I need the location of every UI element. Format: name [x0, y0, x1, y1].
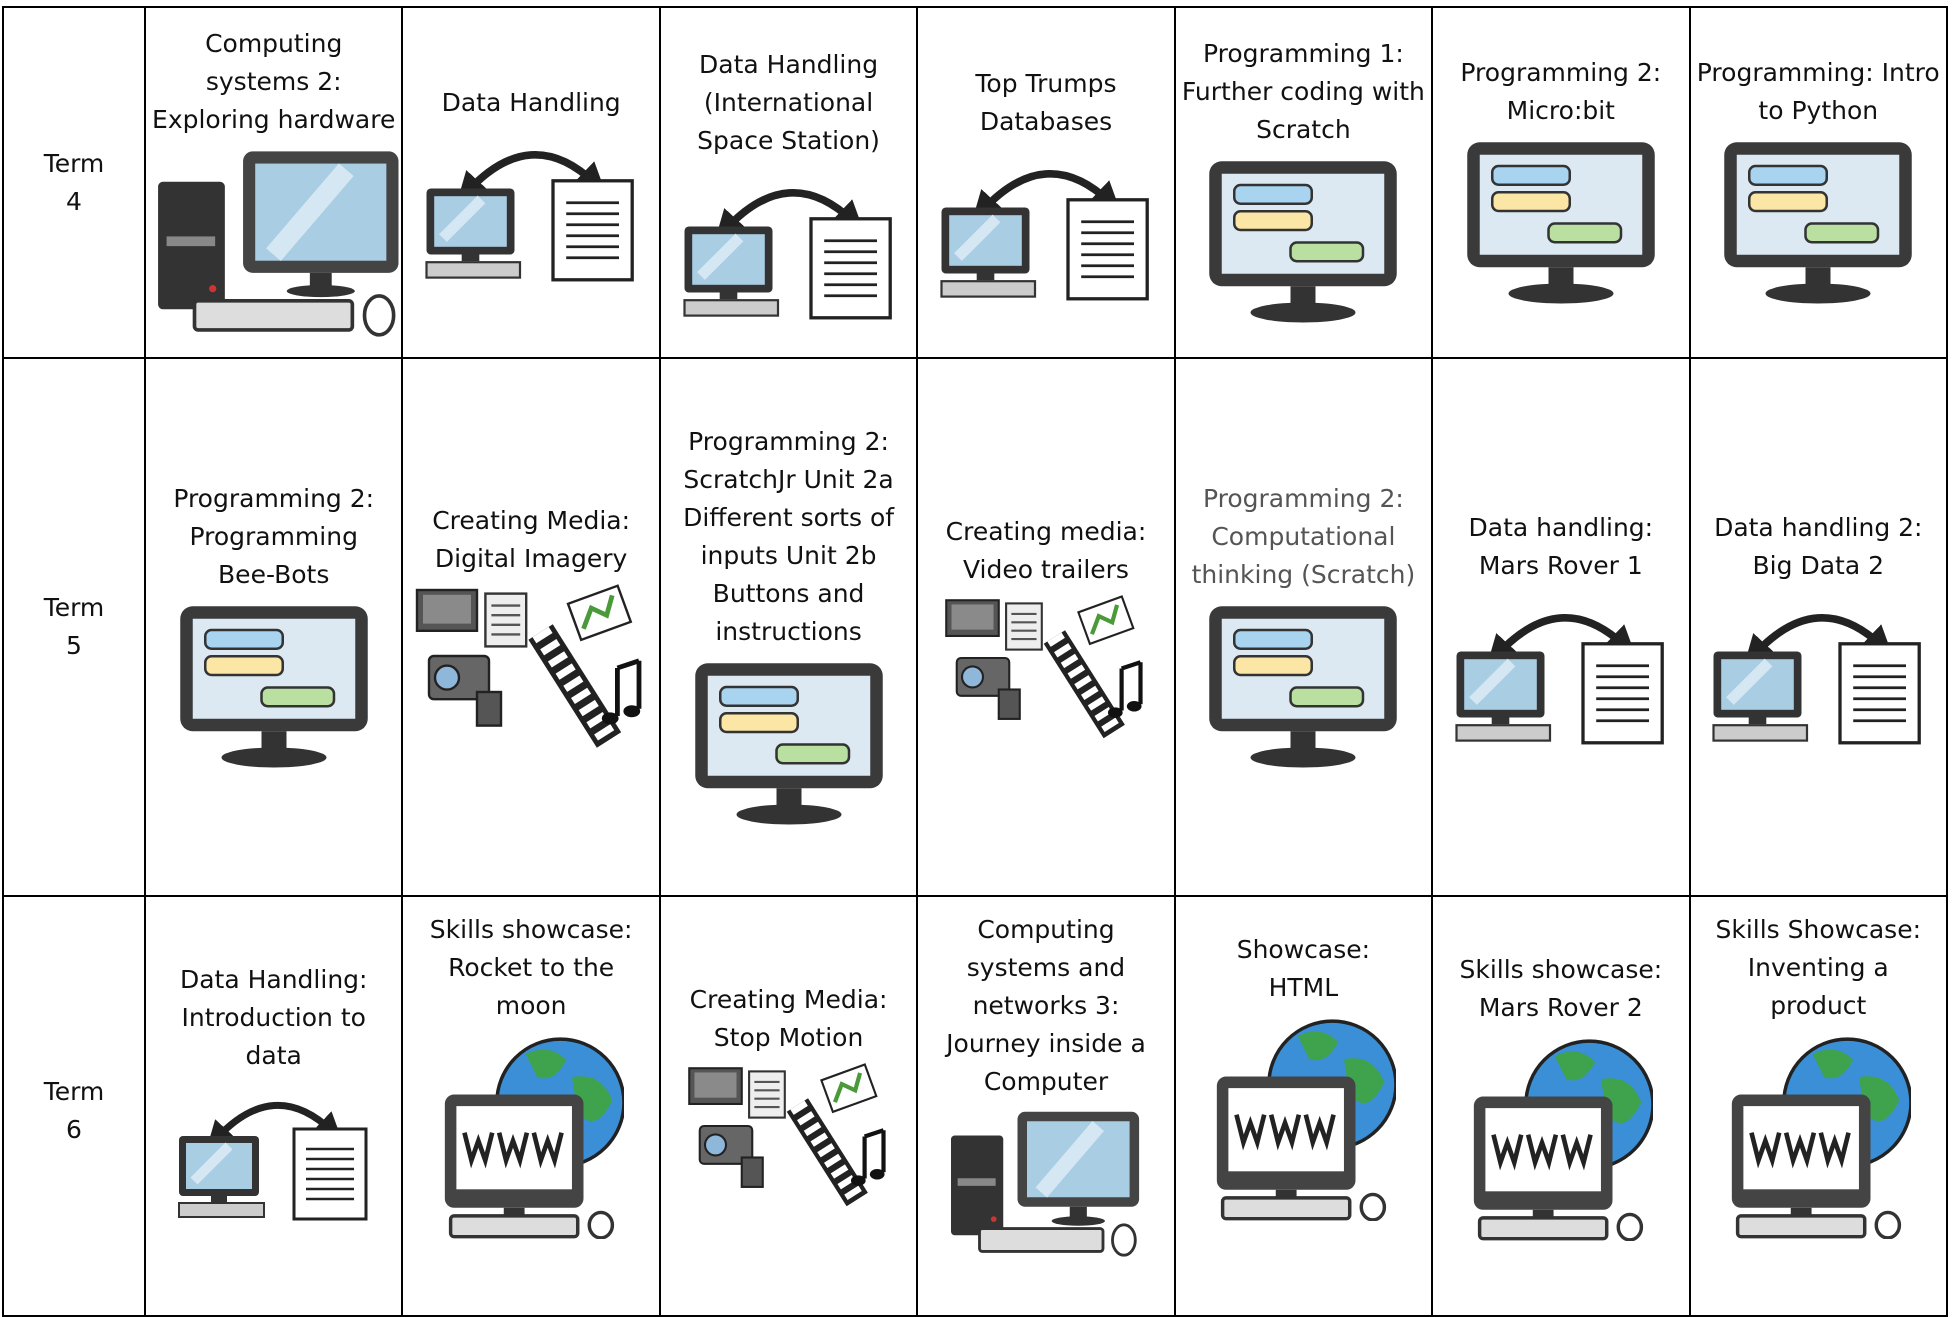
term-cell: Term 6 [2, 895, 146, 1317]
data-icon [174, 1081, 374, 1221]
cell: Data Handling (International Space Stati… [658, 6, 919, 359]
code-icon [1203, 600, 1403, 775]
unit-title: Programming 2: Micro:bit [1460, 58, 1662, 125]
table-row: Term 4 Computing systems 2: Exploring ha… [2, 6, 1949, 359]
unit-title: Programming: Intro to Python [1696, 58, 1940, 125]
code-icon [174, 600, 374, 775]
term-label: Term 4 [43, 148, 105, 216]
cell: Programming 2: Micro:bit [1431, 6, 1691, 359]
web-icon [1468, 1033, 1653, 1241]
data-icon [1708, 591, 1928, 745]
web-icon [1211, 1013, 1396, 1221]
unit-title: Skills showcase: Rocket to the moon [429, 915, 633, 1020]
unit-title: Showcase: HTML [1236, 935, 1371, 1002]
unit-title: Skills Showcase: Inventing a product [1715, 915, 1922, 1020]
cell: Data handling 2: Big Data 2 [1688, 357, 1949, 897]
hardware-icon [946, 1107, 1146, 1259]
cell: Creating Media: Digital Imagery [401, 357, 661, 897]
unit-title: Data handling: Mars Rover 1 [1468, 513, 1654, 580]
media-icon [684, 1063, 894, 1210]
cell: Showcase: HTML [1173, 895, 1434, 1317]
unit-title: Computing systems 2: Exploring hardware [152, 29, 396, 134]
unit-title: Programming 1: Further coding with Scrat… [1181, 39, 1425, 144]
data-icon [679, 166, 899, 320]
cell: Skills showcase: Rocket to the moon [401, 895, 661, 1317]
code-icon [1461, 136, 1661, 311]
unit-title: Top Trumps Databases [975, 68, 1117, 136]
cell: Data handling: Mars Rover 1 [1431, 357, 1691, 897]
cell: Skills showcase: Mars Rover 2 [1431, 895, 1691, 1317]
media-icon [411, 584, 651, 752]
table-row: Term 5 Programming 2: Programming Bee-Bo… [2, 357, 1949, 897]
hardware-icon [152, 145, 407, 340]
table-row: Term 6 Data Handling: Introduction to da… [2, 895, 1949, 1317]
cell: Computing systems 2: Exploring hardware [143, 6, 402, 359]
cell: Programming 2: ScratchJr Unit 2a Differe… [658, 357, 919, 897]
cell: Programming 1: Further coding with Scrat… [1173, 6, 1434, 359]
unit-title: Creating media: Video trailers [945, 516, 1147, 584]
cell: Creating media: Video trailers [916, 357, 1176, 897]
unit-title: Creating Media: Digital Imagery [432, 506, 631, 573]
cell: Programming 2: Computational thinking (S… [1173, 357, 1434, 897]
data-icon [1451, 591, 1671, 745]
unit-title: Data Handling (International Space Stati… [697, 49, 880, 155]
data-icon [421, 128, 641, 282]
term-label: Term 5 [43, 593, 105, 660]
code-icon [1718, 136, 1918, 311]
code-icon [1203, 155, 1403, 330]
cell: Programming: Intro to Python [1688, 6, 1949, 359]
unit-title: Programming 2: Programming Bee-Bots [173, 483, 375, 589]
page: Term 4 Computing systems 2: Exploring ha… [2, 6, 1949, 1317]
cell: Top Trumps Databases [916, 6, 1176, 359]
cell: Data Handling: Introduction to data [143, 895, 404, 1317]
cell: Skills Showcase: Inventing a product [1688, 895, 1949, 1317]
unit-title: Programming 2: ScratchJr Unit 2a Differe… [683, 426, 895, 646]
unit-title: Creating Media: Stop Motion [689, 985, 888, 1052]
web-icon [1726, 1031, 1911, 1239]
media-icon [941, 595, 1151, 742]
unit-title: Data Handling: Introduction to data [179, 965, 368, 1070]
cell: Programming 2: Programming Bee-Bots [143, 357, 404, 897]
term-label: Term 6 [43, 1077, 105, 1144]
term-cell: Term 5 [2, 357, 146, 897]
data-icon [936, 147, 1156, 301]
unit-title: Computing systems and networks 3: Journe… [946, 915, 1146, 1096]
cell: Computing systems and networks 3: Journe… [916, 895, 1176, 1317]
unit-title: Data Handling [441, 87, 621, 117]
cell: Data Handling [401, 6, 661, 359]
curriculum-table: Term 4 Computing systems 2: Exploring ha… [2, 6, 1949, 1317]
unit-title: Data handling 2: Big Data 2 [1714, 513, 1923, 580]
unit-title: Programming 2: Computational thinking (S… [1191, 483, 1416, 589]
web-icon [439, 1031, 624, 1239]
unit-title: Skills showcase: Mars Rover 2 [1459, 955, 1663, 1022]
term-cell: Term 4 [2, 6, 146, 359]
code-icon [689, 657, 889, 832]
cell: Creating Media: Stop Motion [658, 895, 919, 1317]
